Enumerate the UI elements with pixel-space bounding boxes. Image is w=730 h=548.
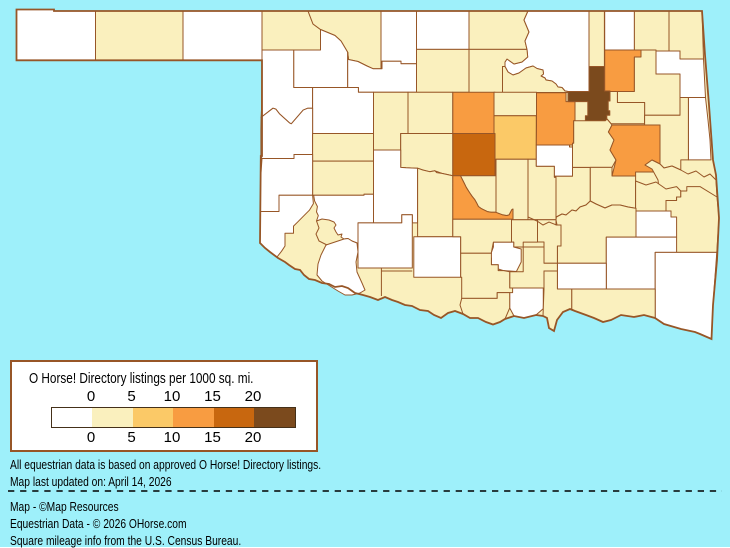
county-mccurtain bbox=[654, 251, 718, 340]
county-tulsa bbox=[567, 66, 611, 123]
county-lincoln bbox=[493, 115, 537, 160]
divider-dashed-line bbox=[8, 490, 722, 492]
legend-swatch-bucket4 bbox=[213, 408, 254, 427]
county-jackson bbox=[316, 238, 366, 296]
legend-swatch-bucket2 bbox=[132, 408, 173, 427]
county-kingfisher bbox=[407, 91, 454, 134]
legend-tick-label: 15 bbox=[204, 429, 221, 446]
county-comanche bbox=[357, 214, 413, 269]
county-pawnee bbox=[502, 65, 569, 93]
legend-tick-label: 10 bbox=[163, 388, 181, 405]
legend-title: O Horse! Directory listings per 1000 sq.… bbox=[29, 370, 254, 387]
county-logan bbox=[452, 91, 496, 134]
county-grady bbox=[417, 167, 454, 238]
legend-swatches bbox=[50, 407, 296, 428]
county-okmulgee bbox=[572, 118, 617, 168]
legend-swatch-bucket3 bbox=[173, 408, 214, 427]
state-border bbox=[15, 8, 720, 341]
legend-box: O Horse! Directory listings per 1000 sq.… bbox=[10, 360, 318, 452]
county-washington bbox=[588, 10, 605, 67]
county-kay bbox=[468, 10, 530, 50]
legend-tick-label: 5 bbox=[127, 388, 136, 405]
legend-tick-label: 10 bbox=[163, 429, 181, 446]
legend-tick-label: 0 bbox=[86, 429, 96, 446]
county-alfalfa bbox=[380, 10, 417, 65]
county-garfield bbox=[416, 48, 470, 93]
county-carter bbox=[460, 252, 514, 299]
county-washita bbox=[312, 160, 374, 196]
county-oklahoma bbox=[452, 133, 496, 177]
county-latimer bbox=[635, 210, 678, 238]
legend-tick-label: 15 bbox=[204, 388, 221, 405]
legend-tick-label: 20 bbox=[244, 429, 262, 446]
county-coal bbox=[537, 219, 562, 264]
river-line-0 bbox=[527, 216, 561, 226]
county-woodward bbox=[293, 29, 349, 88]
caption-map-credit: Map - ©Map Resources bbox=[10, 499, 119, 514]
county-craig bbox=[633, 10, 670, 52]
legend-tick-label: 0 bbox=[86, 388, 96, 405]
county-cimarron bbox=[16, 9, 96, 61]
legend-swatch-bucket0 bbox=[51, 408, 92, 427]
county-choctaw bbox=[571, 288, 656, 323]
legend-swatch-bucket1 bbox=[92, 408, 133, 427]
legend-swatch-bucket5 bbox=[254, 408, 295, 427]
county-dewey bbox=[312, 87, 374, 134]
caption-data-source: All equestrian data is based on approved… bbox=[10, 457, 322, 472]
county-nowata bbox=[604, 10, 635, 51]
county-stephens bbox=[413, 236, 462, 278]
county-texas bbox=[95, 10, 184, 61]
river-line-1 bbox=[315, 220, 328, 246]
county-grant bbox=[416, 10, 470, 50]
county-marshall bbox=[509, 287, 544, 319]
legend-tick-label: 5 bbox=[127, 429, 136, 446]
caption-census-credit: Square mileage info from the U.S. Census… bbox=[10, 533, 242, 548]
county-custer bbox=[312, 133, 374, 162]
legend-ticks-bottom: 0 5 10 15 20 bbox=[51, 429, 294, 446]
legend-ticks-top: 0 5 10 15 20 bbox=[51, 388, 294, 405]
county-seminole bbox=[527, 158, 557, 221]
caption-last-updated: Map last updated on: April 14, 2026 bbox=[10, 474, 172, 489]
caption-data-credit: Equestrian Data - © 2026 OHorse.com bbox=[10, 516, 187, 531]
county-beaver bbox=[182, 10, 263, 61]
legend-tick-label: 20 bbox=[244, 388, 262, 405]
county-payne bbox=[493, 91, 537, 117]
